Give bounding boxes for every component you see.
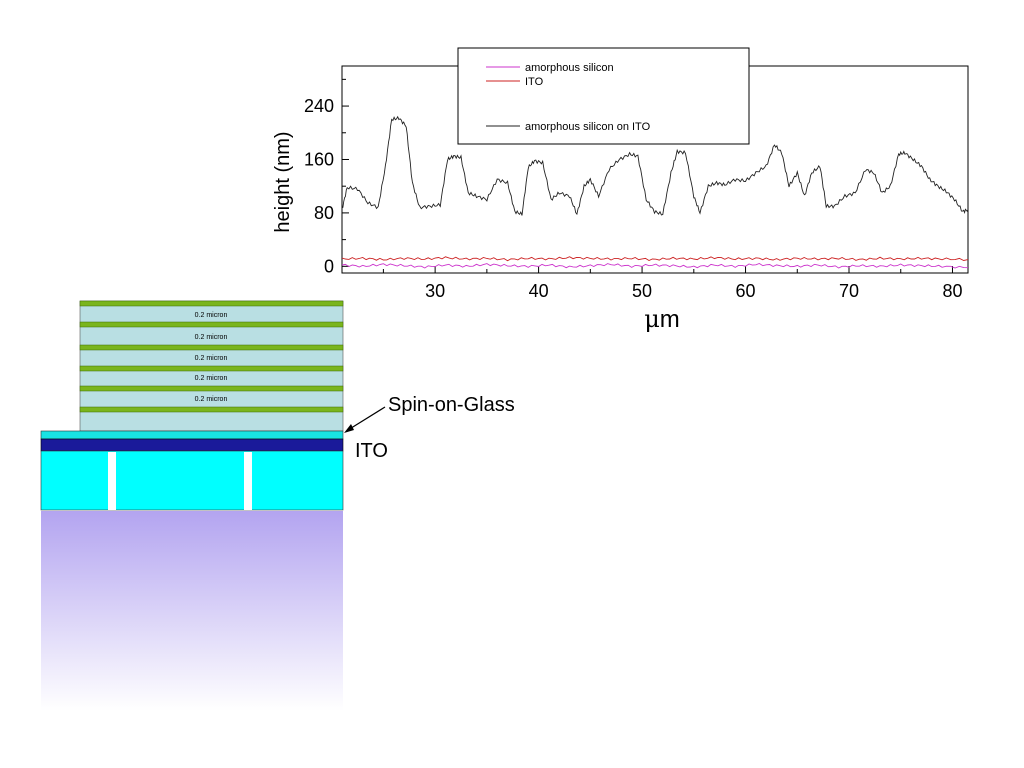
y-axis-title: height (nm) bbox=[272, 131, 294, 232]
green-layer-6 bbox=[79, 406, 344, 413]
x-tick-label-60: 60 bbox=[736, 281, 756, 301]
height-profile-chart: 0 80 160 240 30 40 50 60 70 80 height (nm) μm am… bbox=[272, 47, 969, 333]
y-axis-ticks: 0 80 160 240 bbox=[304, 96, 349, 276]
spin-on-glass-arrow bbox=[347, 406, 386, 431]
y-tick-label-160: 160 bbox=[304, 149, 334, 169]
glass-substrate bbox=[40, 450, 344, 511]
x-tick-label-40: 40 bbox=[529, 281, 549, 301]
spin-on-glass-arrowhead bbox=[344, 424, 354, 433]
x-tick-label-80: 80 bbox=[942, 281, 962, 301]
series-lines bbox=[341, 115, 969, 269]
green-layer-5 bbox=[79, 385, 344, 392]
green-layer-2 bbox=[79, 321, 344, 328]
x-axis-title: μm bbox=[644, 305, 680, 333]
series-line-ito bbox=[341, 256, 969, 262]
layer-label-4: 0.2 micron bbox=[195, 375, 228, 382]
layer-label-2: 0.2 micron bbox=[195, 334, 228, 341]
x-tick-label-50: 50 bbox=[632, 281, 652, 301]
series-line-amorphous-silicon-on-ito bbox=[341, 115, 969, 216]
x-axis-title-mu: μ bbox=[644, 305, 660, 333]
substrate-slit-right bbox=[244, 452, 252, 510]
device-stack-diagram: 0.2 micron 0.2 micron 0.2 micron 0.2 mic… bbox=[40, 300, 515, 711]
y-tick-label-80: 80 bbox=[314, 203, 334, 223]
x-tick-label-70: 70 bbox=[839, 281, 859, 301]
spin-on-glass-label: Spin-on-Glass bbox=[388, 394, 515, 416]
legend-label-ito: ITO bbox=[525, 76, 544, 88]
y-tick-label-240: 240 bbox=[304, 96, 334, 116]
green-layer-4 bbox=[79, 365, 344, 372]
green-layers bbox=[79, 300, 344, 413]
green-layer-1 bbox=[79, 300, 344, 307]
legend-label-amorphous-silicon-on-ito: amorphous silicon on ITO bbox=[525, 121, 651, 133]
x-minor-ticks bbox=[382, 269, 902, 273]
spin-on-glass-layer bbox=[40, 430, 344, 440]
y-minor-ticks bbox=[342, 78, 346, 241]
x-tick-label-30: 30 bbox=[425, 281, 445, 301]
legend-label-amorphous-silicon: amorphous silicon bbox=[525, 62, 614, 74]
layer-label-1: 0.2 micron bbox=[195, 312, 228, 319]
y-tick-label-0: 0 bbox=[324, 256, 334, 276]
layer-label-5: 0.2 micron bbox=[195, 396, 228, 403]
ito-layer bbox=[40, 438, 344, 452]
layer-label-3: 0.2 micron bbox=[195, 355, 228, 362]
series-line-amorphous-silicon bbox=[341, 262, 969, 269]
chart-legend: amorphous silicon ITO amorphous silicon … bbox=[457, 47, 750, 145]
ito-label: ITO bbox=[355, 440, 388, 462]
substrate-slit-left bbox=[108, 452, 116, 510]
legend-box bbox=[457, 47, 750, 145]
x-axis-title-unit: m bbox=[660, 306, 680, 333]
light-glow bbox=[41, 511, 343, 711]
green-layer-3 bbox=[79, 344, 344, 351]
x-axis-ticks: 30 40 50 60 70 80 bbox=[425, 266, 962, 301]
